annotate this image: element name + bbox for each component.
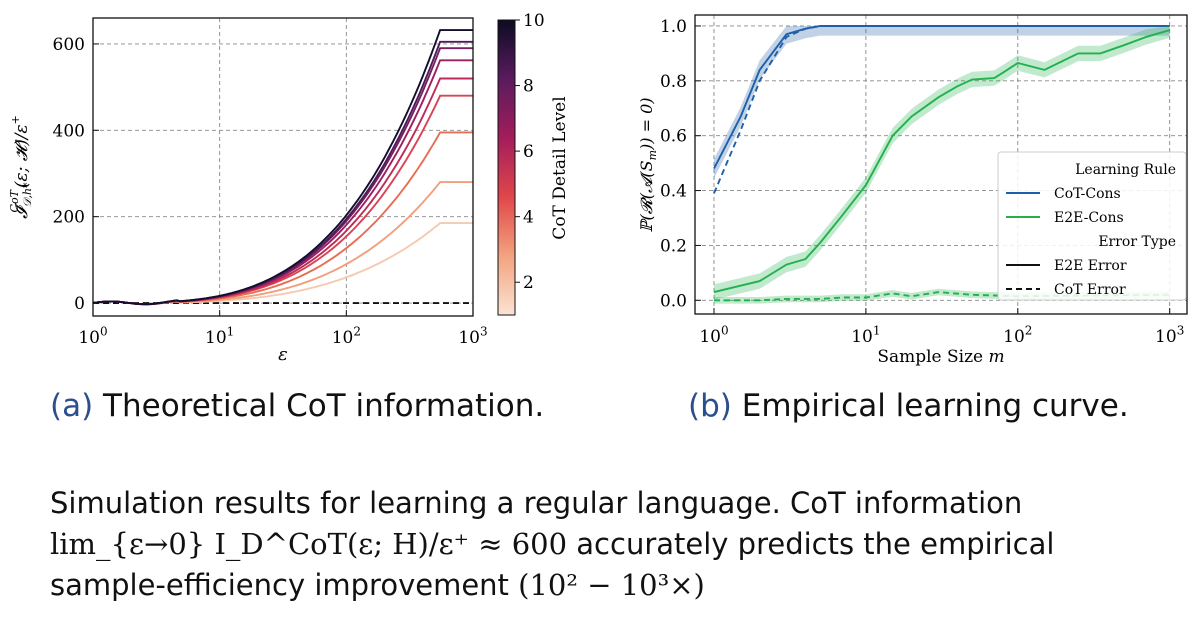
right-plot-frame (694, 14, 1188, 315)
legend-label: CoT Error (1054, 282, 1126, 298)
left-x-axis-label: ε (278, 344, 288, 365)
right-ytick-label: 0.8 (660, 72, 687, 92)
left-series-level-2 (93, 181, 473, 306)
right-ytick-label: 0.6 (660, 127, 687, 147)
left-series-group (93, 29, 473, 306)
colorbar-tick-label: 10 (523, 11, 545, 31)
caption-right: (b) Empirical learning curve. (688, 388, 1129, 424)
right-ytick-label: 1.0 (660, 17, 687, 37)
left-xtick-label: 101 (205, 324, 234, 348)
legend-box (997, 151, 1187, 301)
left-xtick-label-base: 10 (78, 328, 100, 348)
left-xtick-label-exp: 0 (100, 324, 108, 338)
ylabel-sup: CoT (8, 188, 21, 212)
summary-math-1: lim_{ε→0} I_D^CoT(ε; H)/ε⁺ ≈ 600 (50, 527, 568, 561)
colorbar-tick-label: 6 (523, 142, 534, 162)
left-y-axis-label: 𝓘𝒟,h*CoT(ε; 𝓗)/ε+ (8, 115, 34, 219)
caption-left-label: (a) (50, 388, 94, 424)
left-xtick-label-exp: 1 (227, 324, 235, 338)
summary-line-2: lim_{ε→0} I_D^CoT(ε; H)/ε⁺ ≈ 600 accurat… (50, 524, 1054, 565)
left-xtick-label: 100 (78, 324, 107, 348)
left-xtick-label-base: 10 (458, 328, 480, 348)
colorbar-gradient (497, 19, 516, 316)
left-series-level-10 (93, 29, 473, 306)
right-ytick-label: 0.0 (660, 291, 687, 311)
right-xtick-label-base: 10 (1003, 327, 1025, 347)
caption-right-text: Empirical learning curve. (731, 388, 1129, 424)
right-xtick-label: 101 (851, 323, 880, 347)
svg-text:𝓘𝒟,h*CoT(ε; 𝓗)/ε+: 𝓘𝒟,h*CoT(ε; 𝓗)/ε+ (8, 115, 34, 219)
right-series-3 (714, 291, 1170, 302)
summary-math-2: (10² − 10³×) (518, 568, 705, 602)
left-plot-frame (92, 17, 474, 317)
legend: Learning Rule CoT-Cons E2E-Cons Error Type E… (997, 151, 1187, 301)
left-ytick-label: 0 (74, 294, 85, 314)
ylabel-plus: + (9, 115, 22, 124)
right-xtick-label: 100 (699, 323, 728, 347)
legend-label: E2E-Cons (1054, 210, 1124, 226)
legend-label: E2E Error (1054, 258, 1127, 274)
ylabel-sub: 𝒟,h* (21, 182, 34, 207)
right-xtick-label-exp: 3 (1177, 323, 1185, 337)
summary-line-3-text: sample-efficiency improvement (50, 568, 519, 602)
right-band-2 (714, 26, 1170, 300)
ylabel-rest: (ε; 𝓗)/ε (12, 124, 32, 188)
right-ytick-label: 0.2 (660, 236, 687, 256)
colorbar-label: CoT Detail Level (550, 96, 570, 239)
left-ytick-label: 400 (53, 121, 85, 141)
right-xtick-label: 102 (1003, 323, 1032, 347)
summary-line-3: sample-efficiency improvement (10² − 10³… (50, 565, 1054, 606)
right-series-0 (713, 25, 1170, 170)
left-ytick-label: 200 (53, 208, 85, 228)
colorbar-tick-label: 2 (523, 273, 534, 293)
right-xtick-label: 103 (1155, 323, 1184, 347)
right-series-2 (713, 29, 1170, 294)
right-y-axis-label: ℙ(𝓡(𝓐(Sm)) = 0) (637, 97, 659, 232)
left-series-level-7 (93, 47, 473, 306)
left-xtick-label-exp: 3 (480, 324, 488, 338)
right-ytick-label: 0.4 (660, 182, 687, 202)
left-xtick-label: 102 (332, 324, 361, 348)
summary-line-2-text: accurately predicts the empirical (567, 527, 1055, 561)
right-series-group (713, 25, 1170, 304)
right-xtick-label-base: 10 (851, 327, 873, 347)
summary-text: Simulation results for learning a regula… (50, 483, 1054, 606)
caption-right-label: (b) (688, 388, 732, 424)
right-xtick-label-base: 10 (699, 327, 721, 347)
caption-left-text: Theoretical CoT information. (93, 388, 545, 424)
left-series-level-1 (93, 222, 473, 306)
right-xtick-label-exp: 1 (873, 323, 881, 337)
legend-header: Error Type (1098, 234, 1176, 250)
left-series-level-6 (93, 59, 473, 306)
summary-line-1: Simulation results for learning a regula… (50, 486, 1023, 520)
colorbar-tick-label: 4 (523, 208, 534, 228)
left-xtick-label-base: 10 (205, 328, 227, 348)
left-xtick-label: 103 (458, 324, 487, 348)
legend-label: CoT-Cons (1054, 186, 1121, 202)
right-xtick-label-base: 10 (1155, 327, 1177, 347)
right-series-1 (713, 25, 1170, 194)
right-xtick-label-exp: 2 (1025, 323, 1033, 337)
legend-header: Learning Rule (1075, 162, 1176, 178)
left-series-level-5 (93, 77, 473, 306)
caption-left: (a) Theoretical CoT information. (50, 388, 544, 424)
left-ytick-label: 600 (53, 35, 85, 55)
right-x-axis-label: Sample Size m (877, 347, 1004, 367)
colorbar: 2 4 6 8 10 CoT Detail Level (497, 11, 570, 316)
colorbar-tick-label: 8 (523, 77, 534, 97)
left-xtick-label-exp: 2 (353, 324, 361, 338)
left-xtick-label-base: 10 (332, 328, 354, 348)
right-xtick-label-exp: 0 (721, 323, 729, 337)
right-band-3 (714, 288, 1170, 304)
